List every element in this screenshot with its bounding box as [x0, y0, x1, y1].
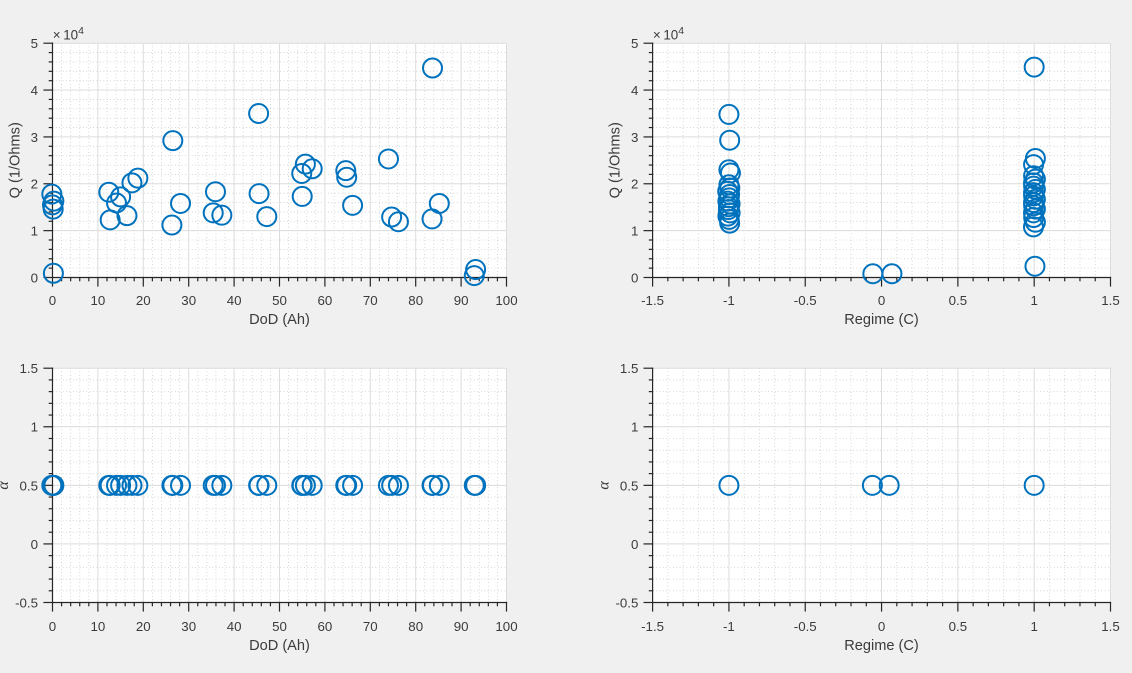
svg-text:10: 10: [91, 619, 106, 634]
svg-text:30: 30: [181, 293, 196, 308]
svg-text:-1: -1: [723, 619, 735, 634]
svg-text:80: 80: [408, 619, 423, 634]
svg-text:10: 10: [91, 293, 106, 308]
svg-text:α: α: [0, 481, 12, 490]
svg-text:1.5: 1.5: [1101, 293, 1120, 308]
svg-text:0: 0: [31, 537, 38, 552]
svg-text:1: 1: [631, 224, 638, 239]
svg-text:20: 20: [136, 619, 151, 634]
svg-text:4: 4: [631, 83, 638, 98]
svg-text:-1: -1: [723, 293, 735, 308]
svg-text:1.5: 1.5: [1101, 619, 1120, 634]
svg-text:0.5: 0.5: [949, 293, 968, 308]
svg-text:0: 0: [631, 270, 638, 285]
svg-text:50: 50: [272, 619, 287, 634]
svg-text:1: 1: [1030, 619, 1037, 634]
svg-text:70: 70: [363, 619, 378, 634]
svg-text:0.5: 0.5: [620, 478, 639, 493]
svg-text:0: 0: [631, 537, 638, 552]
svg-text:20: 20: [136, 293, 151, 308]
svg-text:3: 3: [631, 130, 638, 145]
svg-text:60: 60: [318, 293, 333, 308]
svg-text:0: 0: [878, 619, 885, 634]
svg-text:Q (1/Ohms): Q (1/Ohms): [8, 122, 24, 198]
svg-text:-1.5: -1.5: [641, 619, 664, 634]
svg-text:4: 4: [31, 83, 38, 98]
svg-text:DoD (Ah): DoD (Ah): [249, 638, 310, 654]
svg-text:Regime (C): Regime (C): [844, 312, 919, 328]
svg-text:0.5: 0.5: [20, 478, 39, 493]
svg-text:40: 40: [227, 293, 242, 308]
svg-text:1.5: 1.5: [620, 361, 639, 376]
svg-text:-0.5: -0.5: [794, 293, 817, 308]
svg-text:2: 2: [631, 177, 638, 192]
svg-text:80: 80: [408, 293, 423, 308]
svg-text:0: 0: [49, 293, 56, 308]
svg-text:30: 30: [181, 619, 196, 634]
svg-text:×104: × 104: [653, 26, 684, 43]
svg-text:50: 50: [272, 293, 287, 308]
svg-text:0: 0: [31, 270, 38, 285]
svg-text:70: 70: [363, 293, 378, 308]
svg-text:2: 2: [31, 177, 38, 192]
svg-text:DoD (Ah): DoD (Ah): [249, 312, 310, 328]
svg-text:-1.5: -1.5: [641, 293, 664, 308]
svg-text:90: 90: [454, 619, 469, 634]
svg-text:0.5: 0.5: [949, 619, 968, 634]
svg-text:-0.5: -0.5: [15, 595, 38, 610]
svg-text:60: 60: [318, 619, 333, 634]
svg-text:α: α: [596, 481, 613, 490]
svg-text:5: 5: [31, 36, 38, 51]
svg-text:Regime (C): Regime (C): [844, 638, 919, 654]
svg-text:1.5: 1.5: [20, 361, 39, 376]
svg-text:0: 0: [878, 293, 885, 308]
svg-text:40: 40: [227, 619, 242, 634]
svg-text:1: 1: [631, 420, 638, 435]
svg-text:Q (1/Ohms): Q (1/Ohms): [608, 122, 624, 198]
svg-text:90: 90: [454, 293, 469, 308]
svg-text:3: 3: [31, 130, 38, 145]
svg-text:×104: × 104: [53, 26, 84, 43]
svg-text:1: 1: [31, 420, 38, 435]
svg-text:100: 100: [495, 619, 517, 634]
svg-text:-0.5: -0.5: [615, 595, 638, 610]
svg-text:0: 0: [49, 619, 56, 634]
svg-text:-0.5: -0.5: [794, 619, 817, 634]
svg-text:1: 1: [1030, 293, 1037, 308]
svg-text:100: 100: [495, 293, 517, 308]
svg-text:5: 5: [631, 36, 638, 51]
svg-text:1: 1: [31, 224, 38, 239]
